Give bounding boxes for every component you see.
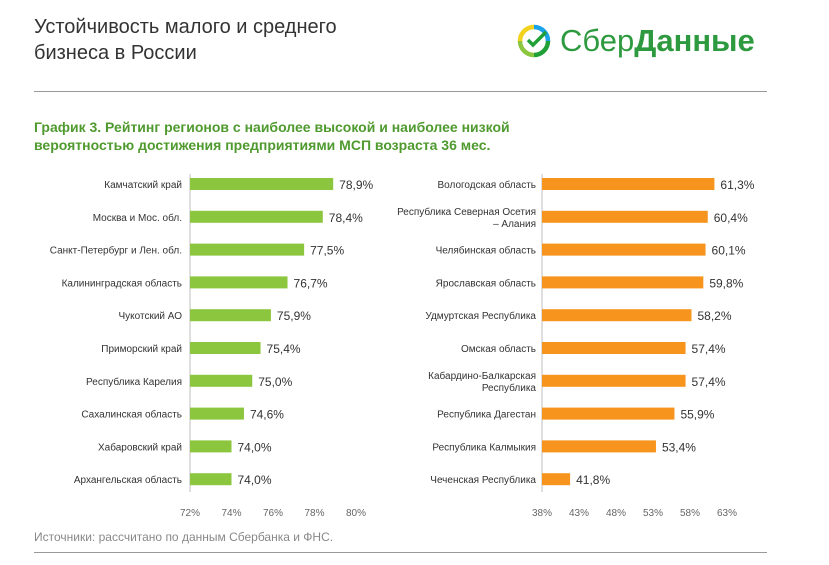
right-chart-bar <box>542 309 692 322</box>
right-chart-bar <box>542 210 708 223</box>
right-chart-category-label: Ярославская область <box>436 277 536 289</box>
left-chart-value-label: 77,5% <box>310 244 344 258</box>
right-chart-bar <box>542 342 686 354</box>
logo-text-part2: Данные <box>634 23 755 58</box>
report-title: Устойчивость малого и среднего бизнеса в… <box>34 16 337 64</box>
left-chart-value-label: 74,0% <box>238 473 272 487</box>
left-chart-category-label: Архангельская область <box>74 474 182 486</box>
right-chart-category-label: Чеченская Республика <box>430 474 536 486</box>
left-chart-bar <box>190 342 261 354</box>
left-chart-category-label: Санкт-Петербург и Лен. обл. <box>50 245 182 257</box>
right-chart-tick-label: 38% <box>532 508 552 519</box>
sberdata-logo: СберДанные <box>516 23 776 59</box>
right-chart-bar <box>542 440 656 453</box>
left-chart-category-label: Приморский край <box>101 344 182 355</box>
right-chart-category-label: Республика Калмыкия <box>432 441 536 453</box>
right-chart-category-label: Челябинская область <box>436 245 536 257</box>
left-chart-tick-label: 80% <box>346 508 366 519</box>
left-chart-value-label: 78,4% <box>329 211 363 225</box>
header-divider <box>34 91 767 92</box>
right-chart-value-label: 59,8% <box>709 276 743 290</box>
left-chart-tick-label: 78% <box>304 508 324 519</box>
left-chart-bar <box>190 440 232 453</box>
right-chart-value-label: 60,1% <box>712 244 746 258</box>
right-chart-value-label: 57,4% <box>692 342 726 356</box>
right-chart-category-label: Республика Северная Осетия – Алания <box>397 206 536 230</box>
left-chart-value-label: 75,4% <box>267 342 301 356</box>
left-chart-value-label: 76,7% <box>294 276 328 290</box>
left-chart-category-label: Камчатский край <box>104 180 182 191</box>
left-chart-category-label: Москва и Мос. обл. <box>93 212 182 224</box>
right-chart-category-label: Кабардино-Балкарская Республика <box>428 370 536 394</box>
footer-divider <box>34 552 767 553</box>
left-chart-value-label: 75,0% <box>258 375 292 389</box>
left-chart-bar <box>190 210 323 223</box>
left-chart-bar <box>190 309 271 322</box>
left-chart-tick-label: 74% <box>221 508 241 519</box>
left-chart-tick-label: 76% <box>263 508 283 519</box>
right-chart-bar <box>542 276 704 289</box>
right-chart-value-label: 55,9% <box>680 408 714 422</box>
right-chart-bar <box>542 473 571 486</box>
left-chart-bar <box>190 243 305 256</box>
right-chart-value-label: 53,4% <box>662 440 696 454</box>
left-chart-bar <box>190 473 232 486</box>
sber-logo-icon <box>517 24 551 58</box>
right-chart-category-label: Вологодская область <box>437 179 536 191</box>
right-chart-tick-label: 43% <box>569 508 589 519</box>
logo-text: СберДанные <box>560 23 755 59</box>
right-chart-value-label: 57,4% <box>692 375 726 389</box>
left-chart-bar <box>190 178 334 190</box>
right-chart-bar <box>542 374 686 387</box>
right-chart-category-label: Омская область <box>461 343 536 355</box>
right-chart-value-label: 61,3% <box>720 178 754 192</box>
left-chart-category-label: Калининградская область <box>62 277 182 289</box>
left-chart-bar <box>190 276 288 289</box>
left-chart-category-label: Чукотский АО <box>118 311 182 322</box>
right-chart-bar <box>542 243 706 256</box>
left-chart-category-label: Хабаровский край <box>98 441 182 453</box>
right-chart-tick-label: 58% <box>680 508 700 519</box>
right-chart-tick-label: 48% <box>606 508 626 519</box>
right-chart-value-label: 58,2% <box>697 309 731 323</box>
right-chart-bar <box>542 178 715 190</box>
right-chart-value-label: 41,8% <box>576 473 610 487</box>
left-chart-category-label: Республика Карелия <box>86 376 182 388</box>
right-chart-tick-label: 63% <box>717 508 737 519</box>
left-chart-value-label: 74,0% <box>238 440 272 454</box>
left-chart-bar <box>190 407 244 420</box>
left-chart-tick-label: 72% <box>180 508 200 519</box>
right-chart-category-label: Республика Дагестан <box>437 409 536 421</box>
left-chart-value-label: 78,9% <box>339 178 373 192</box>
left-chart-value-label: 74,6% <box>250 408 284 422</box>
right-chart-value-label: 60,4% <box>714 211 748 225</box>
left-chart-category-label: Сахалинская область <box>81 409 182 421</box>
left-chart-bar <box>190 374 253 387</box>
right-chart-category-label: Удмуртская Республика <box>425 310 536 322</box>
source-note: Источники: рассчитано по данным Сбербанк… <box>34 530 334 544</box>
left-chart-value-label: 75,9% <box>277 309 311 323</box>
right-chart-bar <box>542 407 675 420</box>
logo-text-part1: Сбер <box>560 23 635 58</box>
right-chart-tick-label: 53% <box>643 508 663 519</box>
chart-subtitle: График 3. Рейтинг регионов с наиболее вы… <box>34 119 510 153</box>
